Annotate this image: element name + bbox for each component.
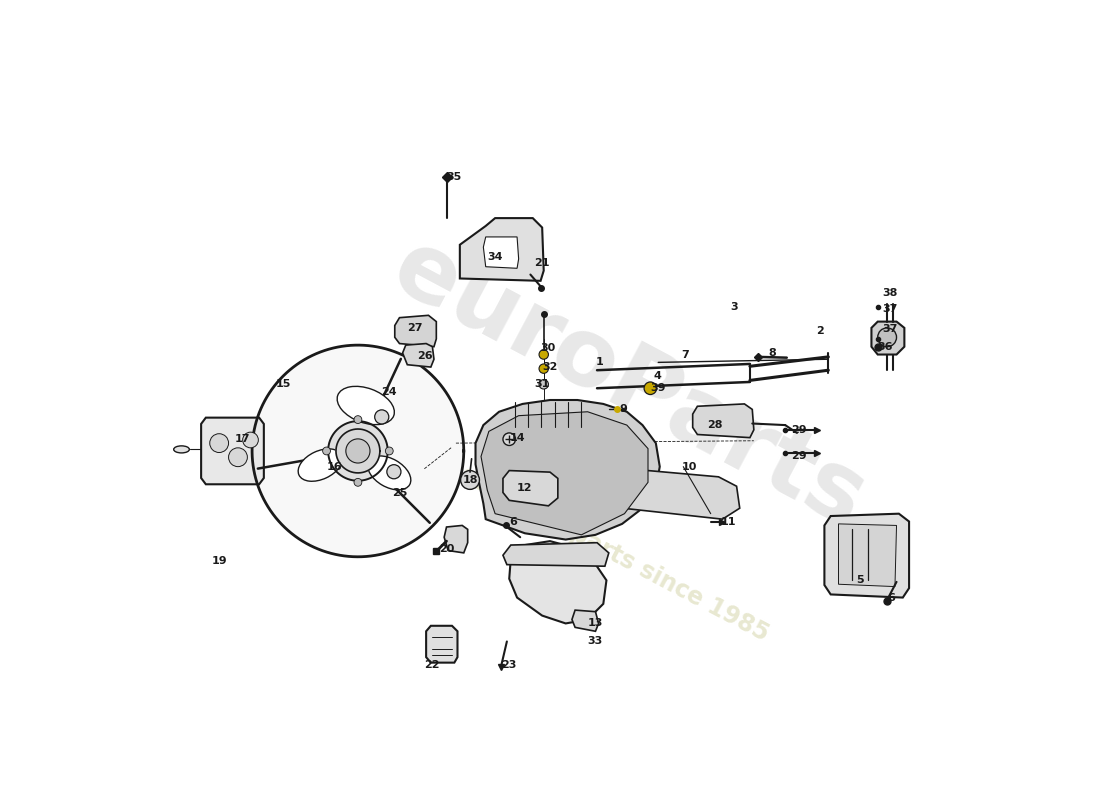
Text: 33: 33 [587,637,603,646]
Circle shape [539,350,549,359]
Text: 11: 11 [720,517,736,526]
Text: 38: 38 [882,288,898,298]
Circle shape [354,478,362,486]
Polygon shape [444,526,468,553]
Text: 5: 5 [856,575,864,586]
Polygon shape [572,610,598,631]
Text: 12: 12 [517,483,532,493]
Text: 21: 21 [535,258,550,268]
Circle shape [243,432,258,448]
Polygon shape [693,404,754,438]
Circle shape [539,380,549,389]
Text: 39: 39 [650,383,666,394]
Text: 27: 27 [407,323,422,333]
Text: 1: 1 [595,358,603,367]
Circle shape [210,434,229,453]
Text: 37: 37 [882,325,898,334]
Text: 23: 23 [502,660,517,670]
Text: 2: 2 [816,326,824,336]
Polygon shape [838,524,896,586]
Text: 20: 20 [439,544,454,554]
Ellipse shape [174,446,189,453]
Text: 3: 3 [730,302,738,313]
Polygon shape [565,464,739,519]
Ellipse shape [337,386,395,425]
Text: 10: 10 [682,462,697,472]
Polygon shape [824,514,909,598]
Circle shape [229,448,248,466]
Circle shape [385,447,393,455]
Polygon shape [503,542,608,566]
Polygon shape [395,315,437,346]
Text: 9: 9 [619,405,627,414]
Polygon shape [475,400,660,539]
Circle shape [322,447,330,455]
Circle shape [539,364,549,374]
Ellipse shape [367,456,410,490]
Text: 13: 13 [587,618,603,629]
Circle shape [878,328,896,346]
Text: 22: 22 [425,660,440,670]
Polygon shape [871,322,904,354]
Circle shape [387,465,402,478]
Circle shape [461,470,480,490]
Circle shape [345,439,370,463]
Text: 30: 30 [540,343,556,354]
Text: a passion for parts since 1985: a passion for parts since 1985 [406,436,772,646]
Polygon shape [328,421,387,481]
Circle shape [645,382,657,394]
Text: 29: 29 [792,425,807,434]
Polygon shape [481,412,648,535]
Text: 4: 4 [653,371,661,382]
Text: 34: 34 [487,252,503,262]
Text: 35: 35 [447,171,462,182]
Text: 31: 31 [535,379,550,390]
Text: 19: 19 [211,556,227,566]
Text: 24: 24 [382,387,397,397]
Circle shape [503,433,516,446]
Circle shape [354,416,362,423]
Polygon shape [252,345,464,557]
Text: 17: 17 [234,434,251,444]
Text: 7: 7 [682,350,690,359]
Text: 32: 32 [542,362,558,372]
Polygon shape [483,237,518,268]
Text: 8: 8 [768,348,776,358]
Polygon shape [503,470,558,506]
Text: 14: 14 [509,433,525,442]
Polygon shape [460,218,543,281]
Text: 36: 36 [878,342,893,352]
Text: 26: 26 [417,351,432,361]
Polygon shape [509,541,606,623]
Text: 18: 18 [462,475,477,485]
Text: 15: 15 [276,379,292,390]
Text: 6: 6 [509,517,517,526]
Text: 16: 16 [327,462,342,472]
Text: euroParts: euroParts [376,222,880,547]
Text: 37: 37 [882,304,898,314]
Ellipse shape [298,449,342,482]
Polygon shape [201,418,264,484]
Polygon shape [403,343,434,367]
Text: 28: 28 [707,420,723,430]
Text: 29: 29 [792,451,807,462]
Text: 6: 6 [887,593,895,602]
Polygon shape [336,429,380,473]
Polygon shape [426,626,458,662]
Circle shape [375,410,388,424]
Text: 25: 25 [392,487,407,498]
